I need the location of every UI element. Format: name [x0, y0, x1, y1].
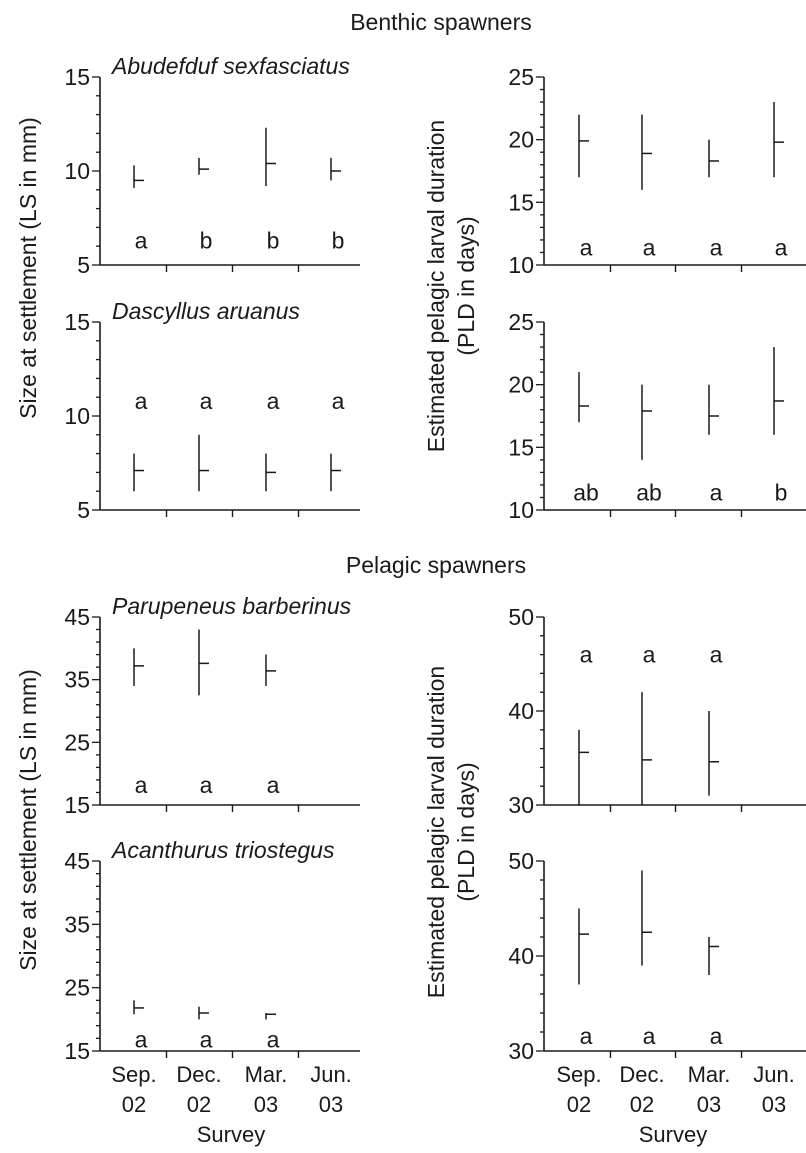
- y-tick-label: 35: [64, 911, 90, 937]
- significance-letter: a: [710, 234, 723, 260]
- panel-title: Dascyllus aruanus: [112, 298, 300, 324]
- significance-letter: a: [135, 772, 148, 798]
- significance-letter: a: [200, 388, 213, 414]
- y-tick-label: 25: [64, 729, 90, 755]
- x-tick-labels-left: Sep. 02 Dec. 02 Mar. 03 Jun. 03: [111, 1062, 351, 1117]
- ylabel-size-top: Size at settlement (LS in mm): [15, 117, 41, 419]
- significance-letter: a: [267, 388, 280, 414]
- significance-letter: b: [332, 228, 345, 254]
- ylabel-pld-line2-bottom: (PLD in days): [453, 762, 479, 901]
- y-tick-label: 40: [508, 698, 534, 724]
- x-tick-label-line1: Mar.: [688, 1062, 731, 1087]
- significance-letter: a: [135, 388, 148, 414]
- y-tick-label: 45: [64, 604, 90, 630]
- significance-letter: a: [580, 1023, 593, 1049]
- significance-letter: a: [267, 772, 280, 798]
- x-tick-label-line1: Jun.: [753, 1062, 795, 1087]
- ylabel-pld-line1-top: Estimated pelagic larval duration: [423, 120, 449, 452]
- panel-3: 5 10 15 Dascyllus aruanus a a a a: [64, 298, 360, 523]
- x-tick-label-line2: 02: [567, 1092, 591, 1117]
- y-tick-label: 40: [508, 943, 534, 969]
- y-tick-label: 50: [508, 604, 534, 630]
- section-title-benthic: Benthic spawners: [350, 9, 532, 35]
- significance-letter: a: [710, 479, 723, 505]
- x-tick-label-line2: 02: [630, 1092, 654, 1117]
- x-tick-label-line2: 03: [319, 1092, 343, 1117]
- significance-letter: a: [580, 234, 593, 260]
- y-tick-label: 20: [508, 127, 534, 153]
- significance-letter: a: [200, 772, 213, 798]
- x-tick-label-line1: Jun.: [310, 1062, 352, 1087]
- significance-letter: b: [200, 228, 213, 254]
- panel-2: 10 15 20 25 a a a a: [508, 64, 806, 278]
- y-tick-label: 25: [508, 309, 534, 335]
- significance-letter: a: [710, 1023, 723, 1049]
- significance-letter: a: [135, 1027, 148, 1053]
- significance-letter: a: [643, 642, 656, 668]
- y-tick-label: 10: [508, 252, 534, 278]
- significance-letter: a: [267, 1027, 280, 1053]
- panel-title: Parupeneus barberinus: [112, 593, 352, 619]
- panel-6: 30 40 50 a a a: [508, 604, 806, 818]
- x-tick-label-line1: Mar.: [245, 1062, 288, 1087]
- y-tick-label: 10: [64, 158, 90, 184]
- significance-letter: ab: [636, 479, 662, 505]
- panel-title: Abudefduf sexfasciatus: [110, 53, 350, 79]
- significance-letter: b: [775, 479, 788, 505]
- y-tick-label: 30: [508, 1038, 534, 1064]
- significance-letter: a: [775, 234, 788, 260]
- x-tick-label-line1: Dec.: [176, 1062, 221, 1087]
- panel-5: 15 25 35 45 Parupeneus barberinus a a a: [64, 593, 360, 818]
- y-tick-label: 15: [64, 309, 90, 335]
- y-tick-label: 25: [64, 975, 90, 1001]
- x-tick-label-line1: Sep.: [111, 1062, 156, 1087]
- y-tick-label: 5: [77, 252, 90, 278]
- panel-1: 5 10 15 Abudefduf sexfasciatus a b b b: [64, 53, 360, 278]
- panel-8: 30 40 50 a a a: [508, 848, 806, 1064]
- x-tick-label-line1: Dec.: [619, 1062, 664, 1087]
- significance-letter: a: [710, 642, 723, 668]
- x-tick-label-line2: 03: [697, 1092, 721, 1117]
- x-tick-labels-right: Sep. 02 Dec. 02 Mar. 03 Jun. 03: [556, 1062, 794, 1117]
- y-tick-label: 15: [508, 189, 534, 215]
- x-tick-label-line2: 03: [762, 1092, 786, 1117]
- x-tick-label-line2: 02: [122, 1092, 146, 1117]
- x-axis-label-left: Survey: [197, 1122, 265, 1147]
- ylabel-size-bottom: Size at settlement (LS in mm): [15, 669, 41, 971]
- y-tick-label: 35: [64, 667, 90, 693]
- ylabel-pld-line2-top: (PLD in days): [453, 216, 479, 355]
- significance-letter: b: [267, 228, 280, 254]
- panel-7: 15 25 35 45 Acanthurus triostegus a a a: [64, 837, 360, 1064]
- y-tick-label: 45: [64, 848, 90, 874]
- x-axis-label-right: Survey: [639, 1122, 707, 1147]
- x-tick-label-line2: 02: [187, 1092, 211, 1117]
- y-tick-label: 30: [508, 792, 534, 818]
- significance-letter: a: [200, 1027, 213, 1053]
- y-tick-label: 15: [64, 64, 90, 90]
- y-tick-label: 15: [508, 434, 534, 460]
- significance-letter: a: [643, 1023, 656, 1049]
- significance-letter: a: [643, 234, 656, 260]
- significance-letter: a: [135, 228, 148, 254]
- ylabel-pld-line1-bottom: Estimated pelagic larval duration: [423, 666, 449, 998]
- significance-letter: a: [580, 642, 593, 668]
- y-tick-label: 15: [64, 1038, 90, 1064]
- x-tick-label-line1: Sep.: [556, 1062, 601, 1087]
- y-tick-label: 10: [508, 497, 534, 523]
- y-tick-label: 25: [508, 64, 534, 90]
- x-tick-label-line2: 03: [254, 1092, 278, 1117]
- significance-letter: ab: [573, 479, 599, 505]
- y-tick-label: 10: [64, 403, 90, 429]
- y-tick-label: 5: [77, 497, 90, 523]
- section-title-pelagic: Pelagic spawners: [346, 552, 526, 578]
- panel-title: Acanthurus triostegus: [110, 837, 335, 863]
- y-tick-label: 20: [508, 372, 534, 398]
- y-tick-label: 50: [508, 848, 534, 874]
- significance-letter: a: [332, 388, 345, 414]
- y-tick-label: 15: [64, 792, 90, 818]
